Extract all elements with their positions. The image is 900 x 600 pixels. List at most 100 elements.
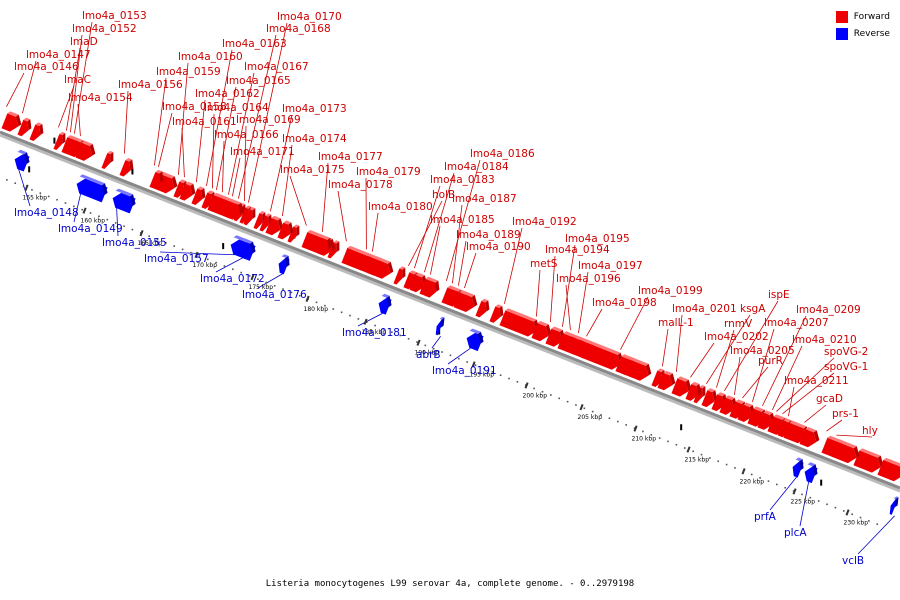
forward-leader-line (424, 172, 455, 273)
gene-top-face (245, 205, 252, 209)
forward-gene (191, 186, 206, 206)
reverse-gene-label: vclB (842, 555, 864, 567)
gene-body (711, 394, 725, 412)
gene-end-face (499, 305, 504, 318)
forward-gene (317, 236, 332, 255)
forward-gene-label: lmo4a_0170 (277, 11, 342, 23)
forward-gene-label: lmo4a_0168 (266, 23, 331, 35)
gene-top-face (551, 326, 563, 332)
scale-dot (374, 324, 376, 327)
forward-leader-line (74, 21, 93, 134)
forward-gene (29, 122, 44, 141)
forward-gene (489, 304, 504, 323)
scale-tick (792, 488, 797, 495)
forward-gene-label: metS (530, 258, 558, 270)
gene-top-face (453, 287, 462, 292)
forward-gene (227, 200, 244, 220)
forward-gene-label: lmo4a_0171 (230, 146, 295, 158)
scale-dot (491, 371, 494, 373)
gene-end-face (386, 295, 392, 308)
forward-leader-line (414, 185, 441, 269)
gene-top-face (241, 238, 253, 244)
gene-end-face (129, 159, 134, 171)
forward-swatch (835, 10, 848, 23)
forward-leader-line (804, 404, 827, 423)
gene-top-face (71, 136, 79, 141)
gene-top-face (789, 420, 807, 429)
gene-top-face (725, 395, 735, 400)
gene-end-face (288, 222, 294, 234)
scale-dot (633, 427, 636, 429)
gene-top-face (883, 457, 900, 467)
reverse-gene-label: lmo4a_0181 (342, 327, 407, 339)
scale-dot (868, 520, 870, 522)
scale-dot (734, 467, 736, 469)
scale-dot (583, 407, 586, 410)
scale-dot (859, 516, 862, 519)
gene-end-face (478, 331, 484, 344)
forward-gene-label: rnmV (724, 318, 753, 330)
forward-leader-line (22, 60, 37, 114)
reverse-gene-label: plcA (784, 527, 807, 539)
gene-top-face (691, 381, 700, 386)
forward-leader-line (430, 225, 441, 275)
scale-dot (474, 364, 477, 367)
scale-tick (471, 361, 476, 368)
forward-gene (657, 370, 676, 391)
gene-body (799, 429, 817, 448)
scale-dot (625, 424, 627, 426)
scale-dot (156, 238, 159, 241)
gene-top-face (783, 418, 792, 423)
forward-gene (393, 266, 406, 285)
scale-dot (541, 390, 544, 393)
gene-body (877, 459, 900, 482)
gene-top-face (805, 427, 817, 433)
scale-dot (131, 228, 134, 231)
forward-gene-label: lmo4a_0167 (244, 61, 309, 73)
forward-gene-label: prs-1 (832, 408, 859, 420)
gene-top-face (707, 388, 716, 393)
forward-leader-line (372, 212, 379, 252)
legend-reverse: Reverse (835, 25, 890, 42)
gene-end-face (250, 241, 256, 254)
gene-body (783, 422, 807, 444)
scale-dot (257, 278, 259, 280)
scale-tick (633, 425, 638, 432)
gene-top-face (447, 285, 457, 290)
gene-top-face (7, 111, 19, 117)
scale-dot (709, 457, 711, 459)
scale-dot (240, 271, 243, 274)
forward-leader-line (620, 296, 649, 350)
scale-dot (106, 218, 109, 221)
gene-top-face (439, 316, 445, 320)
forward-gene-label: lmo4a_0196 (556, 273, 621, 285)
forward-gene-label: malL-1 (658, 317, 694, 329)
gene-end-face (813, 430, 820, 443)
forward-gene-label: hly (862, 425, 878, 437)
forward-leader-line (826, 419, 843, 432)
scale-tick-label: 190 kbp (415, 350, 440, 357)
forward-leader-line (181, 127, 185, 178)
scale-dot (357, 318, 360, 320)
scale-dot (89, 212, 92, 214)
gene-end-face (130, 194, 136, 206)
scale-dot (265, 281, 268, 284)
reverse-gene-label: lmo4a_0149 (58, 223, 123, 235)
forward-leader-line (154, 77, 167, 166)
forward-gene (1, 111, 22, 132)
gene-end-face (440, 317, 445, 328)
scale-dot (809, 496, 812, 499)
reverse-gene (238, 238, 256, 261)
forward-leader-line (206, 49, 233, 187)
gene-top-face (795, 457, 803, 462)
scale-dot (31, 189, 33, 191)
forward-leader-line (212, 113, 215, 189)
scale-tick-label: 170 kbp (193, 262, 218, 269)
gene-top-face (859, 448, 881, 458)
forward-gene-label: lmo4a_0166 (214, 129, 279, 141)
scale-tick-label: 230 kbp (844, 519, 869, 526)
gene-top-face (67, 135, 75, 139)
gene-top-face (837, 439, 857, 449)
gene-top-face (155, 169, 163, 174)
scale-dot (215, 261, 217, 264)
